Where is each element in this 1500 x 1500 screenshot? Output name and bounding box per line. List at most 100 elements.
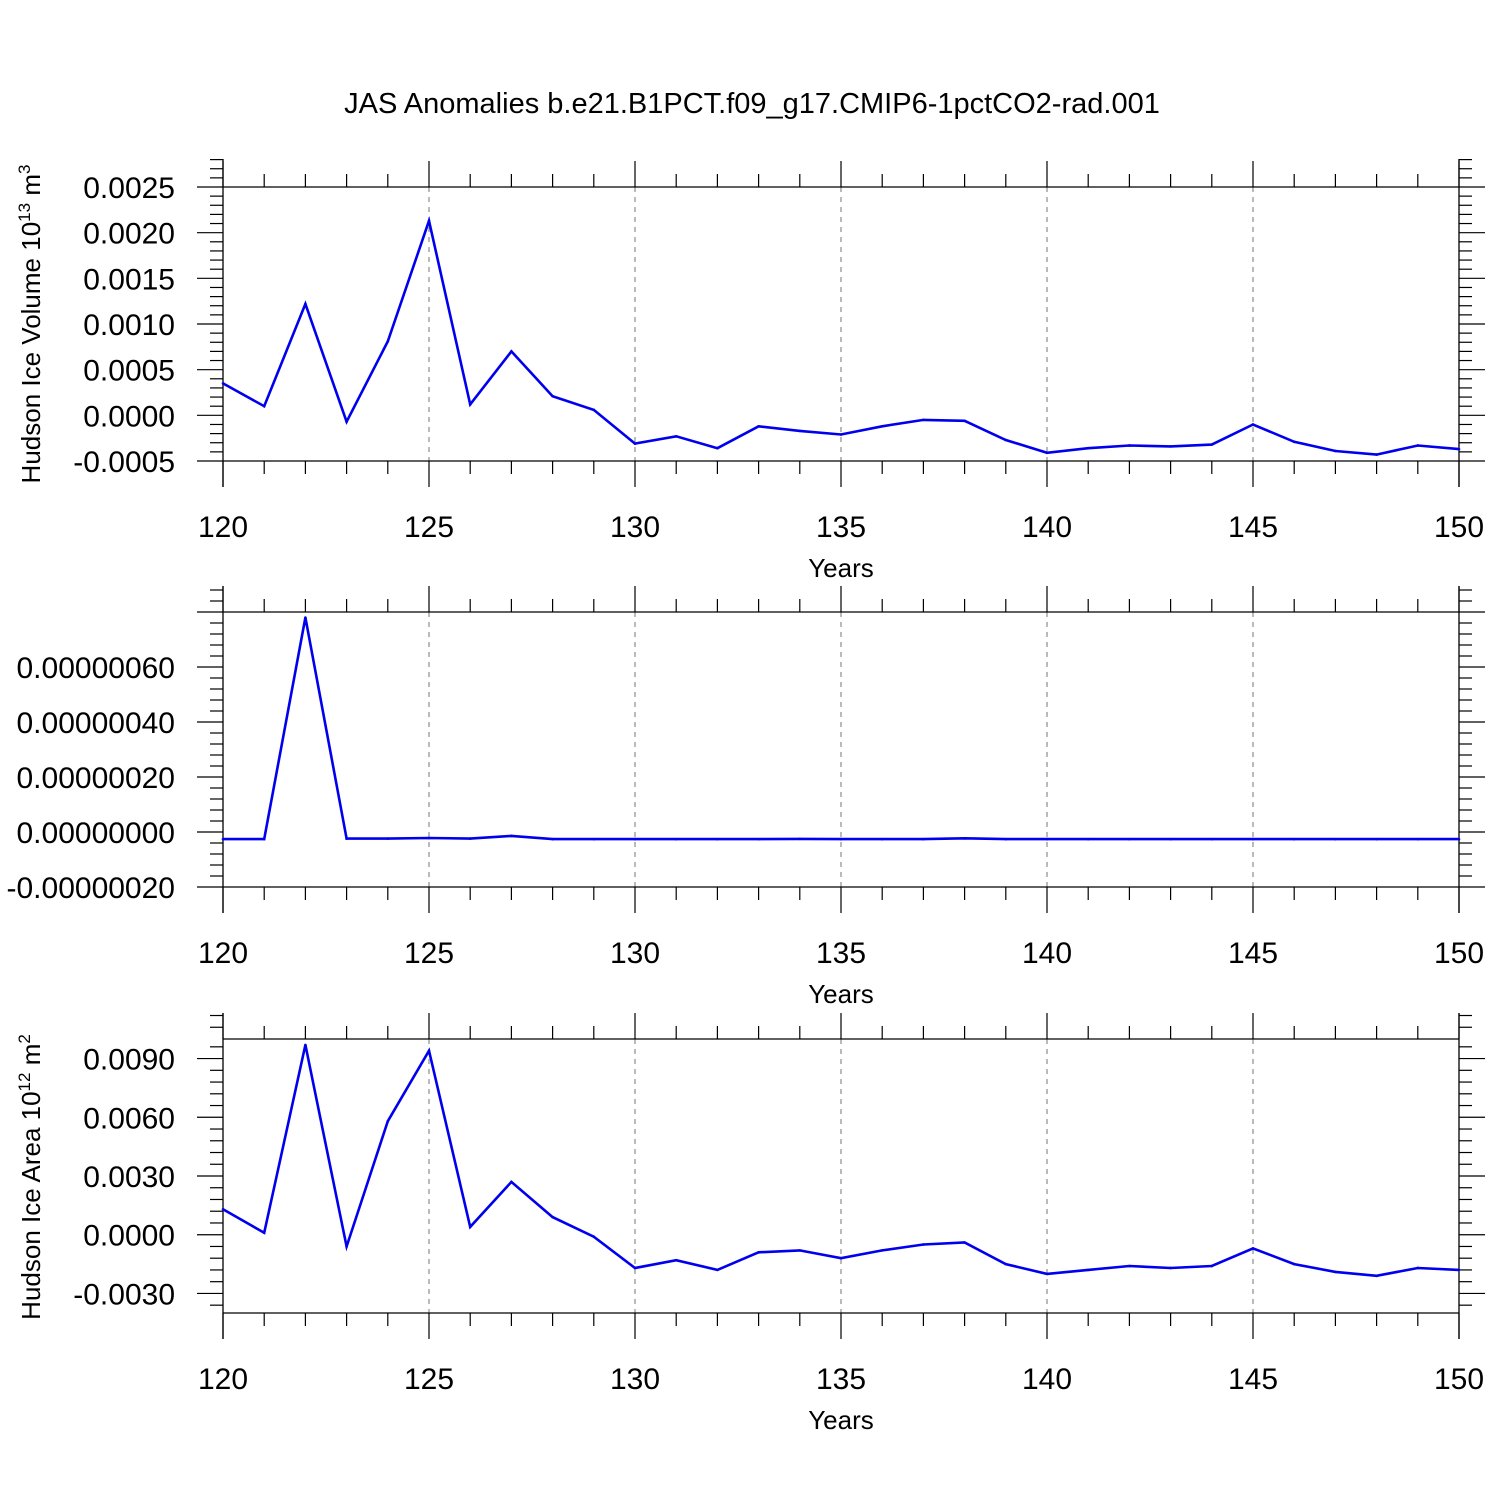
data-point [386, 1119, 390, 1123]
data-point [922, 1243, 925, 1246]
data-point [304, 1043, 307, 1047]
data-point [633, 442, 637, 445]
data-point [1169, 1266, 1172, 1270]
data-point [716, 1268, 719, 1272]
figure-title: JAS Anomalies b.e21.B1PCT.f09_g17.CMIP6-… [344, 88, 1160, 120]
data-point [839, 837, 843, 841]
data-point [963, 837, 966, 840]
data-point [1251, 1247, 1255, 1250]
data-point [551, 394, 554, 398]
data-point [510, 1180, 513, 1184]
y-axis-label: Hudson Ice Volume 1013 m3 [15, 165, 46, 484]
data-point [1169, 445, 1172, 448]
data-point [839, 433, 843, 436]
y-axis-label-unit: m [16, 1044, 46, 1073]
x-tick-label: 140 [1022, 937, 1072, 970]
panels: 120 125 130 135 140 145 150Years-0.00050.00000… [7, 159, 1485, 1435]
x-tick-label: 150 [1434, 511, 1484, 544]
x-tick-label: 130 [610, 937, 660, 970]
y-tick-label: 0.0000 [83, 400, 175, 433]
data-point [1375, 453, 1378, 456]
data-point [922, 837, 925, 841]
data-point [551, 837, 554, 841]
x-tick-label: 140 [1022, 511, 1072, 544]
data-point [757, 1251, 760, 1254]
x-tick-label: 135 [816, 1363, 866, 1396]
data-point [798, 429, 802, 433]
data-point [1457, 1268, 1461, 1272]
data-point [262, 837, 266, 841]
data-point [427, 1049, 431, 1053]
y-axis-label-text: Hudson Ice Area 10 [16, 1091, 46, 1319]
y-tick-label: -0.00000020 [7, 872, 176, 905]
x-tick-label: 125 [404, 937, 454, 970]
data-point [1375, 1274, 1378, 1278]
data-point [1210, 837, 1214, 841]
data-point [674, 435, 678, 438]
data-point [1004, 1262, 1008, 1266]
data-point [1457, 447, 1461, 451]
data-point [1292, 837, 1296, 841]
chart-panel-1: 120 125 130 135 140 145 150 Years -0.0005 0.0000 0… [15, 159, 1485, 583]
data-point [592, 837, 596, 841]
data-point [427, 219, 431, 223]
data-point [757, 424, 760, 428]
y-tick-label: 0.00000060 [17, 652, 176, 685]
chart-panel-3: 120 125 130 135 140 145 150 Years -0.0030 0.0000 0… [15, 1013, 1485, 1435]
data-point [633, 1266, 637, 1270]
data-point [1334, 837, 1337, 841]
y-tick-label: 0.0000 [83, 1220, 175, 1253]
y-tick-label: 0.0025 [83, 172, 175, 205]
data-point [1128, 444, 1131, 447]
data-point [1210, 1264, 1214, 1268]
data-point [757, 837, 760, 841]
data-point [1045, 837, 1049, 841]
x-tick-label: 150 [1434, 1363, 1484, 1396]
data-point [468, 403, 472, 406]
data-point [963, 419, 966, 423]
data-point [1004, 438, 1008, 442]
data-point [1416, 1266, 1420, 1270]
data-point [798, 837, 802, 841]
data-point [880, 1249, 884, 1252]
x-tick-label: 125 [404, 511, 454, 544]
data-point [963, 1241, 966, 1244]
data-point [1416, 444, 1420, 447]
data-point [1086, 446, 1090, 450]
x-tick-label: 145 [1228, 511, 1278, 544]
data-point [345, 420, 348, 424]
data-point [468, 1225, 472, 1229]
data-point [427, 836, 431, 840]
y-tick-label: 0.0060 [83, 1102, 175, 1135]
x-tick-label: 130 [610, 511, 660, 544]
data-point [880, 837, 884, 841]
data-point [510, 834, 513, 838]
y-tick-label: 0.00000040 [17, 707, 176, 740]
data-point [880, 424, 884, 428]
data-point [262, 1231, 266, 1235]
data-point [674, 1258, 678, 1262]
data-point [510, 350, 513, 353]
y-tick-label: -0.0005 [73, 446, 175, 479]
x-axis-label: Years [808, 1405, 874, 1435]
data-point [221, 1207, 225, 1211]
chart-panel-2: 120 125 130 135 140 145 150 Years -0.00000020 0.0… [7, 586, 1485, 1009]
data-point [798, 1249, 802, 1252]
x-tick-label: 140 [1022, 1363, 1072, 1396]
y-tick-label: 0.0015 [83, 263, 175, 296]
data-point [716, 446, 719, 450]
x-tick-label: 145 [1228, 937, 1278, 970]
data-point [1334, 449, 1337, 453]
y-tick-label: -0.0030 [73, 1278, 175, 1311]
data-point [1086, 1268, 1090, 1272]
y-tick-label: 0.0030 [83, 1161, 175, 1194]
y-tick-label: 0.0090 [83, 1044, 175, 1077]
data-point [1210, 443, 1214, 446]
y-tick-label: 0.0005 [83, 355, 175, 388]
data-point [1292, 1262, 1296, 1266]
data-point [345, 837, 348, 840]
data-point [1292, 440, 1296, 444]
data-point [1251, 837, 1255, 841]
y-tick-label: 0.00000000 [17, 817, 176, 850]
